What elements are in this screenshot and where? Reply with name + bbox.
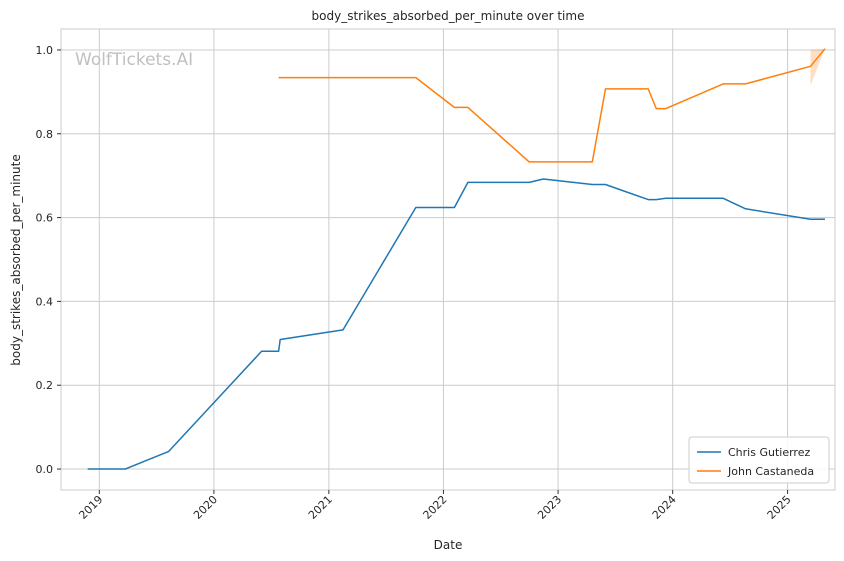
legend-label-chris-gutierrez: Chris Gutierrez	[728, 446, 810, 459]
legend-label-john-castaneda: John Castaneda	[727, 465, 814, 478]
x-tick-label: 2022	[421, 493, 450, 522]
x-tick-label: 2024	[650, 493, 679, 522]
watermark-text: WolfTickets.AI	[75, 50, 193, 70]
y-tick-label: 0.6	[36, 212, 54, 225]
y-tick-label: 0.2	[36, 379, 54, 392]
series-line-0	[87, 178, 825, 470]
y-tick-label: 1.0	[36, 44, 54, 57]
legend-box	[688, 436, 830, 484]
x-tick-label: 2025	[765, 493, 794, 522]
x-tick-label: 2019	[76, 493, 105, 522]
series-line-1	[278, 48, 826, 163]
series-band-1	[810, 48, 825, 86]
y-tick-label: 0.4	[36, 295, 54, 308]
y-tick-label: 0.0	[36, 463, 54, 476]
y-axis-ticks: 0.0 0.2 0.4 0.6 0.8 1.0	[36, 44, 61, 476]
x-tick-label: 2023	[535, 493, 564, 522]
x-axis-ticks: 2019 2020 2021 2022 2023 2024 2025	[76, 490, 794, 522]
x-tick-label: 2020	[191, 493, 220, 522]
confidence-bands	[810, 48, 825, 86]
x-axis-label: Date	[434, 538, 463, 552]
plot-background	[61, 29, 835, 490]
chart-title: body_strikes_absorbed_per_minute over ti…	[312, 9, 585, 23]
plot-frame	[60, 28, 836, 491]
series-lines	[87, 48, 826, 470]
y-axis-label: body_strikes_absorbed_per_minute	[9, 154, 23, 365]
y-tick-label: 0.8	[36, 128, 54, 141]
x-tick-label: 2021	[306, 493, 335, 522]
legend: Chris Gutierrez John Castaneda	[688, 436, 830, 484]
